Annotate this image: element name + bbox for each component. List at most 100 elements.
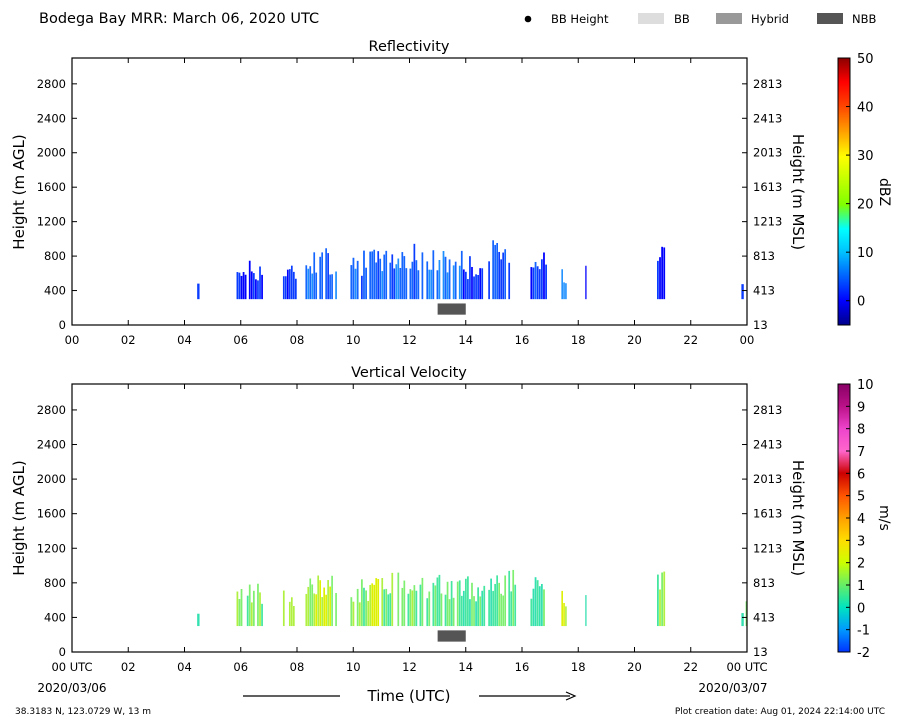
echo-column [432, 250, 435, 300]
echo-column [197, 283, 200, 300]
echo-column [385, 588, 388, 627]
echo-column [259, 266, 261, 300]
echo-column [585, 265, 587, 300]
echo-column [448, 599, 451, 627]
echo-column [375, 578, 378, 627]
echo-column [510, 591, 513, 627]
echo-column [329, 274, 331, 300]
echo-column [413, 585, 416, 627]
legend-nbb-label: NBB [852, 12, 876, 26]
echo-column [238, 598, 241, 627]
echo-column [242, 272, 245, 300]
echo-column [442, 251, 445, 300]
echo-column [532, 588, 535, 627]
echo-column [483, 585, 486, 627]
velocity-colorbar-ticks: -2 -1 0 1 2 3 4 5 6 7 8 9 10 [846, 378, 874, 661]
dbz-colorbar-ticks: 0 10 20 30 40 50 [846, 52, 874, 310]
echo-column [565, 283, 567, 300]
echo-column [477, 275, 479, 300]
x-tick-label: 06 [233, 333, 248, 347]
echo-column [500, 259, 503, 300]
echo-column [467, 279, 469, 300]
echo-column [373, 584, 376, 627]
y-tick-label-right: 13 [753, 318, 768, 332]
y-tick-label-right: 413 [753, 284, 775, 298]
echo-column [561, 590, 563, 627]
echo-column [488, 589, 490, 627]
colorbar-tick-label: 0 [857, 295, 865, 310]
echo-column [238, 272, 241, 300]
echo-column [250, 271, 253, 300]
echo-column [409, 589, 412, 627]
echo-column [381, 578, 384, 627]
echo-column [492, 240, 494, 300]
y-tick-label-right: 2013 [753, 146, 782, 160]
x-tick-label: 06 [233, 660, 248, 674]
legend-bb-label: BB [674, 12, 690, 26]
echo-column [375, 262, 378, 300]
echo-column [413, 243, 416, 300]
x-tick-label: 08 [290, 660, 305, 674]
echo-column [419, 584, 422, 627]
echo-column [259, 592, 261, 627]
x-tick-label: 20 [627, 660, 642, 674]
echo-column [500, 593, 503, 627]
end-date: 2020/03/07 [698, 681, 767, 695]
legend-hybrid-swatch [716, 13, 742, 24]
echo-column [391, 254, 394, 300]
x-tick-label: 20 [627, 333, 642, 347]
y-tick-label-left: 800 [44, 576, 66, 590]
y-tick-label-left: 800 [44, 249, 66, 263]
x-tick-label: 04 [177, 333, 192, 347]
y-tick-label-right: 1613 [753, 180, 782, 194]
echo-column [309, 578, 312, 627]
echo-column [305, 593, 308, 627]
colorbar-tick-label: 4 [857, 512, 865, 527]
echo-column [473, 276, 475, 300]
echo-column [240, 588, 243, 627]
y-tick-label-left: 1200 [37, 215, 66, 229]
echo-column [471, 582, 473, 627]
echo-column [290, 265, 293, 300]
start-date: 2020/03/06 [37, 681, 106, 695]
velocity-colorbar-label: m/s [876, 505, 892, 531]
x-tick-label: 22 [683, 333, 698, 347]
echo-column [494, 244, 496, 300]
echo-column [246, 595, 249, 627]
echo-column [356, 260, 359, 300]
echo-column [745, 601, 747, 627]
echo-column [331, 274, 333, 300]
echo-column [401, 252, 404, 300]
echo-column [365, 590, 367, 627]
legend-bb-swatch [638, 13, 664, 24]
echo-column [309, 266, 312, 300]
echo-column [490, 578, 492, 627]
x-tick-label: 12 [402, 333, 417, 347]
echo-column [363, 587, 365, 627]
colorbar-tick-label: 8 [857, 423, 865, 438]
colorbar-tick-label: 9 [857, 400, 865, 415]
dbz-colorbar-label: dBZ [876, 178, 892, 206]
site-coordinates: 38.3183 N, 123.0729 W, 13 m [15, 707, 151, 717]
x-tick-label: 00 [65, 333, 80, 347]
echo-column [369, 584, 372, 627]
echo-column [481, 590, 484, 627]
echo-column [393, 268, 396, 300]
x-tick-label: 08 [290, 333, 305, 347]
echo-column [498, 582, 500, 627]
echo-column [252, 273, 255, 300]
y-tick-label-left: 2800 [37, 403, 66, 417]
echo-column [530, 267, 533, 300]
echo-column [399, 267, 402, 300]
echo-column [350, 597, 353, 627]
echo-column [440, 593, 443, 627]
echo-column [460, 250, 463, 300]
echo-column [479, 596, 482, 627]
y-tick-label-left: 2400 [37, 111, 66, 125]
echo-column [323, 587, 325, 627]
echo-column [469, 599, 471, 627]
y-tick-label-left: 1600 [37, 507, 66, 521]
figure-title: Bodega Bay MRR: March 06, 2020 UTC [39, 11, 319, 27]
